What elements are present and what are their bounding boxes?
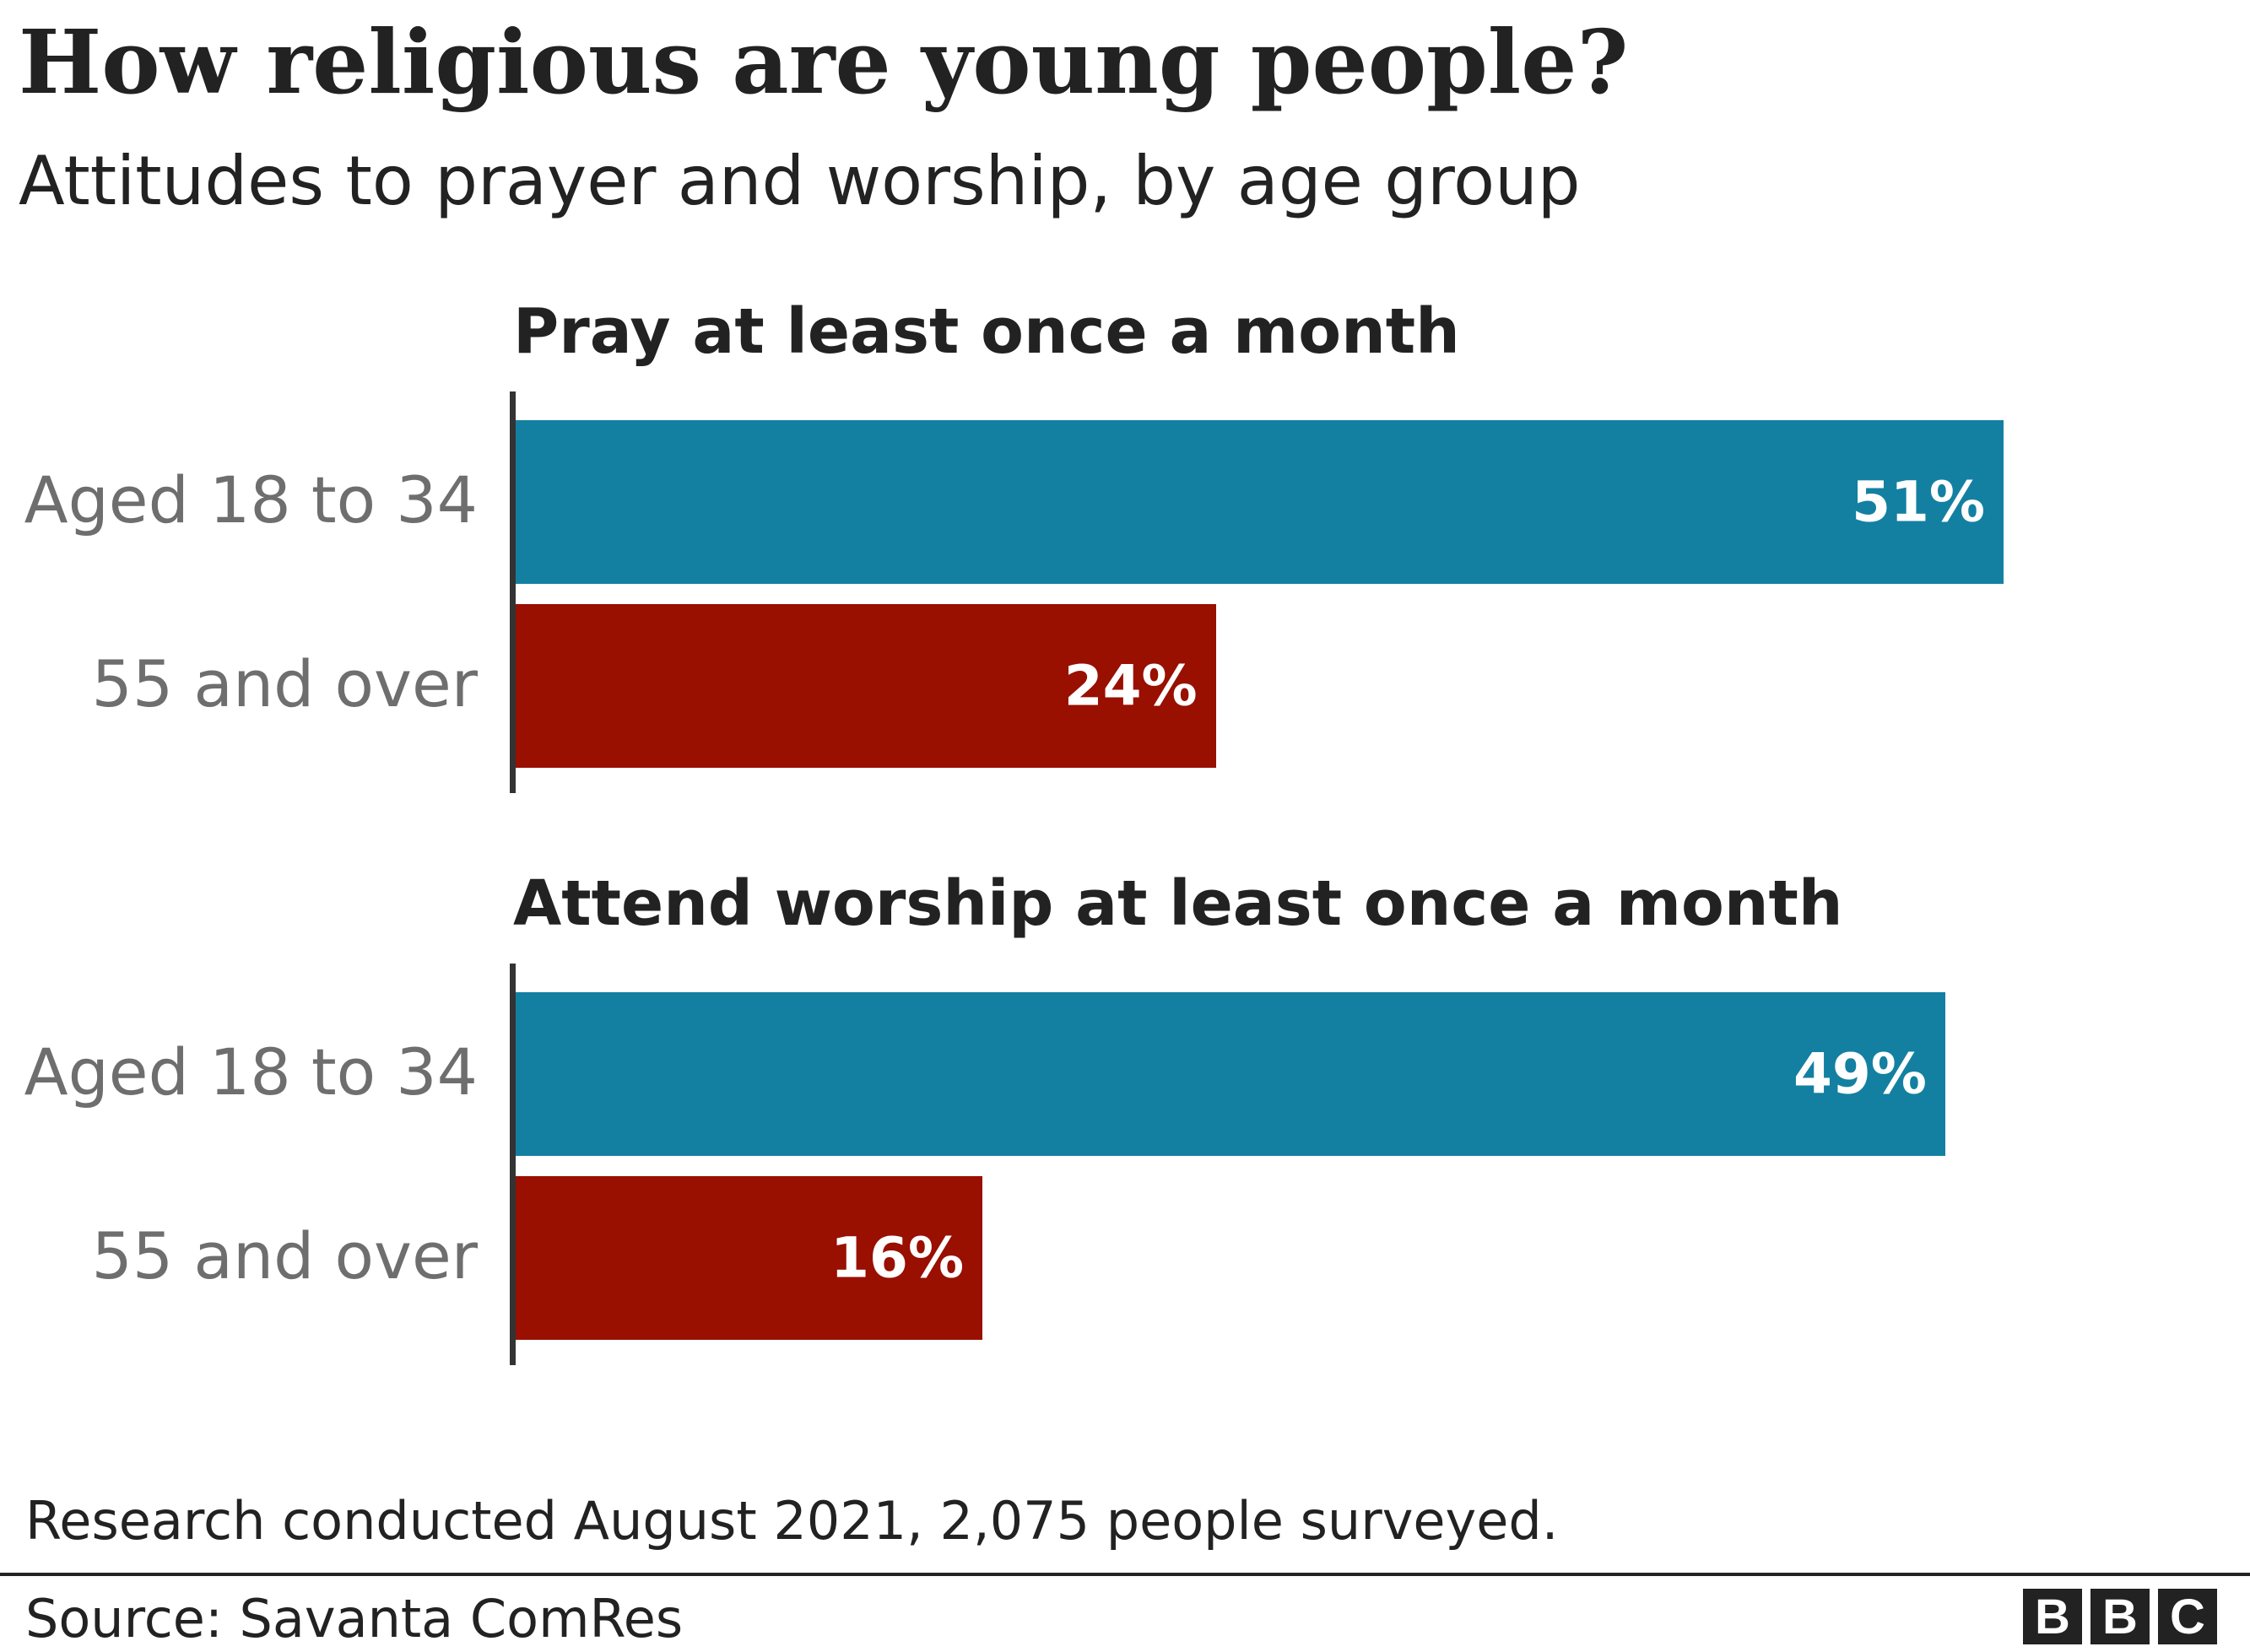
y-axis-line	[510, 964, 516, 1365]
category-label: Aged 18 to 34	[24, 1034, 478, 1109]
bar: 24%	[516, 604, 1216, 768]
bar: 49%	[516, 992, 1945, 1156]
logo-letter: C	[2158, 1589, 2217, 1644]
chart-subtitle: Attitudes to prayer and worship, by age …	[19, 142, 1581, 220]
footer-divider	[0, 1573, 2250, 1576]
data-label: 16%	[830, 1225, 965, 1291]
section-title: Attend worship at least once a month	[513, 867, 1843, 940]
category-label: 55 and over	[91, 1218, 478, 1293]
logo-letter: B	[2090, 1589, 2150, 1644]
category-label: 55 and over	[91, 646, 478, 721]
data-label: 51%	[1852, 469, 1986, 535]
source-text: Source: Savanta ComRes	[25, 1588, 684, 1649]
data-label: 24%	[1063, 653, 1198, 719]
category-label: Aged 18 to 34	[24, 462, 478, 537]
y-axis-line	[510, 391, 516, 793]
bbc-logo: B B C	[2023, 1589, 2217, 1644]
footnote: Research conducted August 2021, 2,075 pe…	[25, 1490, 1559, 1552]
bar: 16%	[516, 1176, 983, 1340]
data-label: 49%	[1793, 1041, 1927, 1107]
bar: 51%	[516, 420, 2004, 584]
section-title: Pray at least once a month	[513, 295, 1460, 368]
logo-letter: B	[2023, 1589, 2082, 1644]
chart-title: How religious are young people?	[19, 10, 1629, 114]
